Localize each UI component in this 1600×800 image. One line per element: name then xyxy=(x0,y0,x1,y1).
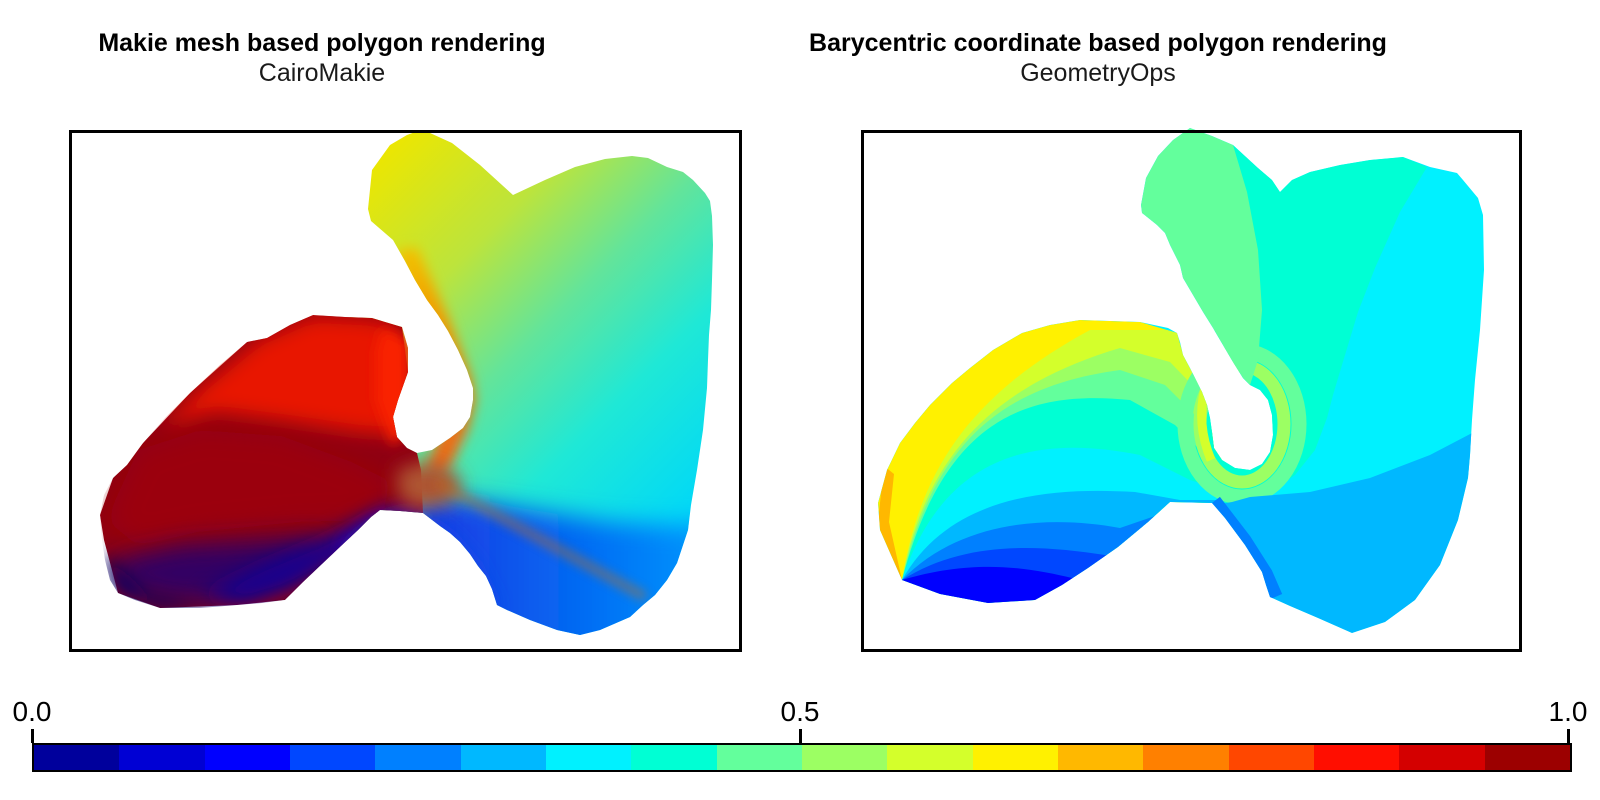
pinch-blend xyxy=(397,461,463,509)
colorbar-segment xyxy=(1313,745,1400,770)
left-panel-polygon xyxy=(100,131,713,635)
lobe-maroon xyxy=(106,430,392,546)
peak-band-9 xyxy=(1141,128,1262,385)
colorbar-segment xyxy=(1399,745,1485,770)
colorbar-segment xyxy=(1484,745,1570,770)
left-panel-subtitle: CairoMakie xyxy=(258,59,386,87)
colorbar-tick xyxy=(799,729,802,743)
colorbar-tick-label: 0.0 xyxy=(12,696,52,727)
colorbar-segment xyxy=(289,745,376,770)
left-panel-title: Makie mesh based polygon rendering xyxy=(98,29,546,57)
right-panel-subtitle: GeometryOps xyxy=(1020,59,1176,87)
colorbar-segment xyxy=(545,745,632,770)
colorbar-segment xyxy=(204,745,290,770)
colorbar-segment xyxy=(375,745,461,770)
colorbar-tick xyxy=(31,729,34,743)
colorbar-segment xyxy=(801,745,888,770)
colorbar-segment xyxy=(631,745,717,770)
lobe-navy xyxy=(198,508,396,603)
colorbar-segment xyxy=(119,745,205,770)
colorbar-tick-label: 1.0 xyxy=(1548,696,1588,727)
colorbar-tick-label: 0.5 xyxy=(780,696,820,727)
right-panel-title: Barycentric coordinate based polygon ren… xyxy=(809,29,1387,57)
colorbar-segment xyxy=(1057,745,1144,770)
colorbar xyxy=(32,743,1572,772)
orange-streak xyxy=(434,478,648,601)
lobe-red-patch xyxy=(128,316,408,462)
lobe-dark-corner xyxy=(104,553,212,608)
colorbar-tick xyxy=(1567,729,1570,743)
bottom-band-6 xyxy=(1214,432,1474,633)
colorbar-segment xyxy=(1228,745,1314,770)
colorbar-segment xyxy=(1143,745,1229,770)
left-axis-box xyxy=(69,130,742,652)
colorbar-segment xyxy=(716,745,802,770)
colorbar-segment xyxy=(460,745,546,770)
colorbar-segment xyxy=(972,745,1058,770)
colorbar-segment xyxy=(887,745,973,770)
fan-band-13-sliver xyxy=(878,466,902,580)
right-axis-box xyxy=(861,130,1522,652)
colorbar-segment xyxy=(34,745,120,770)
